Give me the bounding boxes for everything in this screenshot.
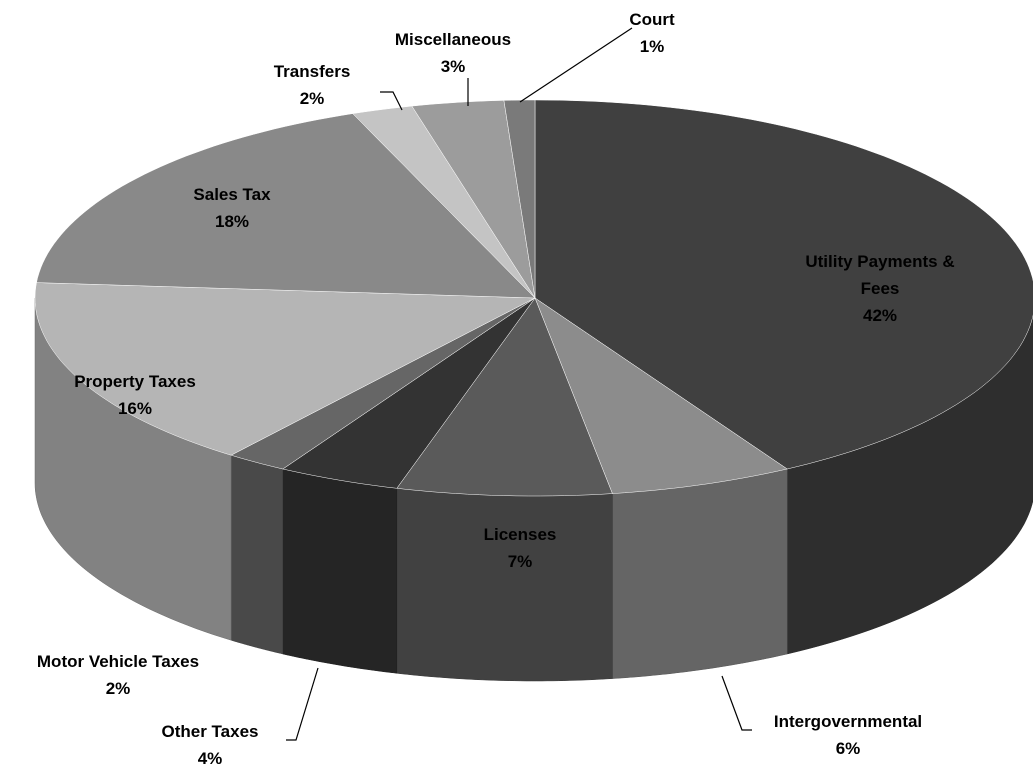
- category-label: Property Taxes: [74, 372, 196, 391]
- value-label: 4%: [197, 749, 223, 768]
- leader-line: [519, 27, 633, 103]
- slice-side: [612, 468, 788, 679]
- category-label: Motor Vehicle Taxes: [36, 652, 200, 671]
- category-label: Other Taxes: [161, 722, 259, 741]
- category-label: Licenses: [483, 525, 557, 544]
- slice-side: [230, 454, 284, 655]
- category-label: Sales Tax: [193, 185, 271, 204]
- slice-label: Utility Payments & Fees 42%: [785, 248, 975, 329]
- leader-line: [380, 91, 403, 111]
- category-label: Intergovernmental: [773, 712, 923, 731]
- slice: [411, 100, 536, 299]
- value-label: 6%: [835, 739, 861, 758]
- slice-label: Transfers 2%: [274, 58, 351, 112]
- slice: [534, 297, 788, 494]
- leader-line: [286, 667, 319, 741]
- value-label: 16%: [117, 399, 153, 418]
- slice: [282, 297, 536, 489]
- value-label: 7%: [507, 552, 533, 571]
- category-label: Utility Payments & Fees: [805, 252, 955, 298]
- slice: [503, 99, 536, 299]
- value-label: 18%: [214, 212, 250, 231]
- value-label: 2%: [299, 89, 325, 108]
- slice-label: Sales Tax 18%: [193, 181, 270, 235]
- value-label: 1%: [639, 37, 665, 56]
- slice-side: [282, 468, 398, 674]
- value-label: 2%: [105, 679, 131, 698]
- slice-label: Miscellaneous 3%: [395, 26, 511, 80]
- category-label: Court: [629, 10, 675, 29]
- slice-label: Other Taxes 4%: [161, 718, 258, 772]
- value-label: 42%: [862, 306, 898, 325]
- slice: [36, 113, 536, 299]
- slice-label: Intergovernmental 6%: [774, 708, 922, 762]
- category-label: Miscellaneous: [394, 30, 512, 49]
- slice: [534, 99, 1033, 470]
- slice-label: Motor Vehicle Taxes 2%: [37, 648, 199, 702]
- value-label: 3%: [440, 57, 466, 76]
- leader-line: [721, 675, 752, 731]
- slice-label: Court 1%: [629, 6, 674, 60]
- slice: [352, 105, 536, 299]
- slice: [34, 282, 536, 456]
- slice-side: [396, 488, 613, 682]
- slice: [396, 297, 613, 497]
- slice-label: Property Taxes 16%: [74, 368, 196, 422]
- slice-label: Licenses 7%: [484, 521, 557, 575]
- category-label: Transfers: [273, 62, 351, 81]
- slice: [230, 297, 536, 470]
